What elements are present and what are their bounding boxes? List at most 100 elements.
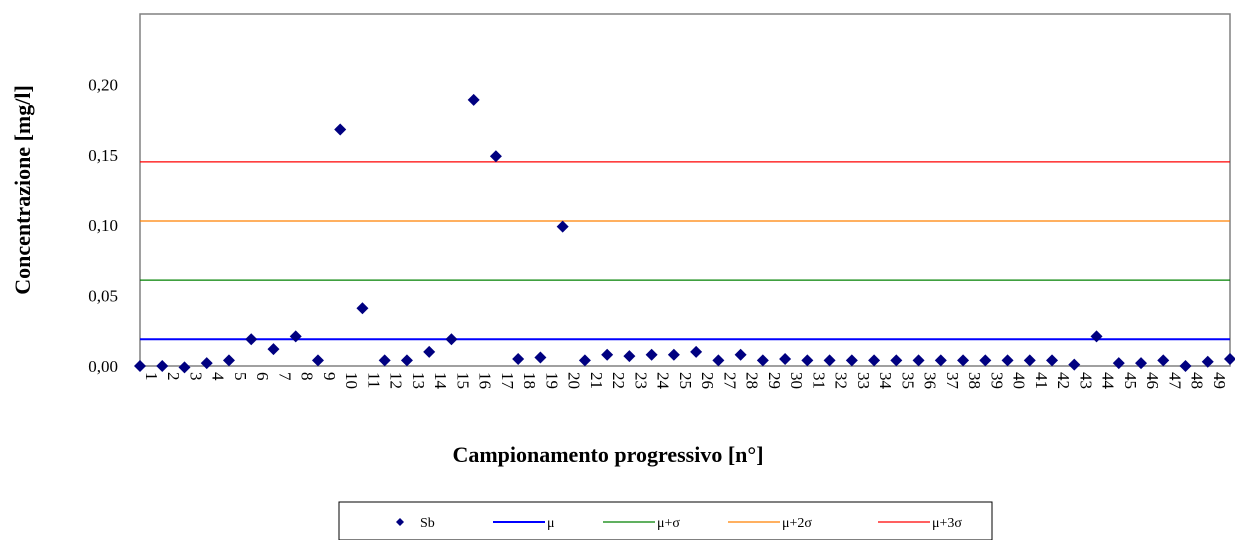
y-tick-label: 0,15: [88, 146, 118, 165]
data-point: [645, 348, 658, 361]
data-point: [245, 333, 258, 346]
x-tick-label: 8: [298, 372, 317, 381]
data-point: [868, 354, 881, 367]
y-tick-label: 0,05: [88, 287, 118, 306]
x-tick-label: 41: [1032, 372, 1051, 389]
x-tick-label: 49: [1210, 372, 1229, 389]
x-tick-label: 20: [565, 372, 584, 389]
data-point: [222, 354, 235, 367]
data-point: [1179, 360, 1192, 372]
data-point: [1201, 355, 1214, 368]
data-point: [445, 333, 458, 346]
legend-label: μ+3σ: [932, 516, 962, 531]
y-axis-title: Concentrazione [mg/l]: [10, 85, 35, 295]
data-point: [823, 354, 836, 367]
reference-lines: [140, 161, 1230, 341]
data-point: [756, 354, 769, 367]
x-tick-label: 47: [1165, 372, 1184, 390]
y-tick-label: 0,10: [88, 216, 118, 235]
data-point: [200, 357, 213, 370]
x-tick-label: 13: [409, 372, 428, 389]
x-tick-label: 14: [431, 372, 450, 390]
x-tick-label: 44: [1099, 372, 1118, 390]
data-point: [1224, 352, 1235, 365]
x-tick-label: 36: [921, 372, 940, 389]
x-tick-label: 37: [943, 372, 962, 390]
x-tick-label: 23: [631, 372, 650, 389]
data-point: [934, 354, 947, 367]
data-point: [534, 351, 547, 364]
data-point: [957, 354, 970, 367]
data-point: [734, 348, 747, 361]
legend: Sb μ μ+σ μ+2σ μ+3σ: [338, 501, 993, 540]
x-tick-label: 42: [1054, 372, 1073, 389]
x-tick-label: 3: [186, 372, 205, 381]
data-point: [912, 354, 925, 367]
data-point: [267, 343, 280, 356]
data-point: [400, 354, 413, 367]
data-point: [556, 220, 569, 233]
data-point: [845, 354, 858, 367]
data-point: [289, 330, 302, 343]
x-tick-label: 31: [809, 372, 828, 389]
x-tick-label: 39: [987, 372, 1006, 389]
legend-box: [338, 501, 993, 540]
x-tick-label: 38: [965, 372, 984, 389]
x-tick-label: 6: [253, 372, 272, 381]
x-tick-label: 28: [743, 372, 762, 389]
x-tick-label: 46: [1143, 372, 1162, 389]
data-point: [1068, 358, 1081, 371]
x-axis-ticks: 1 2 3 4 5 6 7 8 9 10 11 12 13 14 15 16 17 18 19 20 21 22 23 24 2…: [142, 372, 1235, 390]
y-axis-ticks: 0,00 0,05 0,10 0,15 0,20: [88, 75, 118, 376]
x-tick-label: 21: [587, 372, 606, 389]
data-point: [601, 348, 614, 361]
data-point: [667, 348, 680, 361]
x-tick-label: 29: [765, 372, 784, 389]
x-tick-label: 10: [342, 372, 361, 389]
data-points: [134, 93, 1235, 374]
x-tick-label: 12: [387, 372, 406, 389]
data-point: [356, 302, 369, 315]
legend-label: μ+σ: [657, 516, 680, 531]
x-tick-label: 9: [320, 372, 339, 381]
data-point: [178, 361, 191, 374]
legend-label: Sb: [420, 516, 435, 531]
data-point: [489, 150, 502, 163]
x-tick-label: 48: [1188, 372, 1207, 389]
x-tick-label: 17: [498, 372, 517, 390]
x-tick-label: 4: [209, 372, 228, 381]
data-point: [1135, 357, 1148, 370]
x-tick-label: 45: [1121, 372, 1140, 389]
data-point: [1090, 330, 1103, 343]
x-tick-label: 32: [832, 372, 851, 389]
x-tick-label: 43: [1076, 372, 1095, 389]
x-tick-label: 11: [364, 372, 383, 388]
x-tick-label: 34: [876, 372, 895, 390]
x-tick-label: 1: [142, 372, 161, 381]
data-point: [467, 93, 480, 106]
x-tick-label: 2: [164, 372, 183, 381]
data-point: [1046, 354, 1059, 367]
legend-label: μ: [547, 516, 555, 531]
data-point: [623, 350, 636, 363]
data-point: [1023, 354, 1036, 367]
legend-marker: [396, 518, 404, 526]
data-point: [890, 354, 903, 367]
data-point: [334, 123, 347, 136]
x-tick-label: 19: [542, 372, 561, 389]
data-point: [1001, 354, 1014, 367]
data-point: [423, 345, 436, 358]
data-point: [1112, 357, 1125, 370]
x-tick-label: 40: [1010, 372, 1029, 389]
data-point: [512, 352, 525, 365]
x-tick-label: 33: [854, 372, 873, 389]
data-point: [378, 354, 391, 367]
plot-area: [139, 13, 1231, 367]
x-axis-title: Campionamento progressivo [n°]: [452, 442, 763, 467]
x-tick-label: 15: [453, 372, 472, 389]
x-tick-label: 24: [654, 372, 673, 390]
data-point: [156, 360, 169, 372]
data-point: [779, 352, 792, 365]
y-tick-label: 0,00: [88, 357, 118, 376]
